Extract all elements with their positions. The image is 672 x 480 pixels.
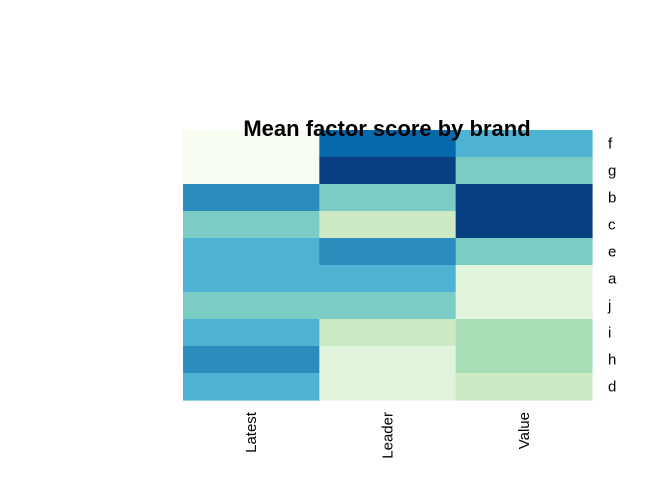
heatmap-cell-c-leader (319, 211, 457, 239)
heatmap-cell-b-latest (183, 184, 320, 212)
row-label-j: j (607, 298, 611, 315)
heatmap-cell-i-value (455, 319, 593, 347)
row-label-f: f (608, 136, 613, 153)
chart-title: Mean factor score by brand (243, 116, 530, 141)
heatmap-cell-i-latest (183, 319, 320, 347)
column-labels: Latest Leader Value (243, 411, 533, 459)
heatmap-cell-a-value (455, 265, 593, 293)
heatmap-cell-g-value (455, 157, 593, 185)
heatmap-cell-i-leader (319, 319, 457, 347)
heatmap-cell-d-value (455, 373, 593, 401)
row-label-b: b (608, 190, 616, 207)
heatmap-cell-d-leader (319, 373, 457, 401)
heatmap-cell-e-value (455, 238, 593, 266)
row-label-i: i (608, 325, 611, 342)
heatmap-cell-f-latest (183, 130, 320, 158)
column-label-latest: Latest (243, 411, 260, 453)
heatmap-cell-a-leader (319, 265, 457, 293)
row-label-e: e (608, 244, 616, 261)
heatmap-cells (183, 130, 593, 401)
row-label-h: h (608, 352, 616, 369)
heatmap-cell-f-value (455, 130, 593, 158)
heatmap-cell-c-value (455, 211, 593, 239)
heatmap-cell-j-leader (319, 292, 457, 320)
heatmap-cell-d-latest (183, 373, 320, 401)
row-label-a: a (608, 271, 617, 288)
heatmap-cell-h-leader (319, 346, 457, 374)
heatmap-cell-j-value (455, 292, 593, 320)
heatmap-cell-a-latest (183, 265, 320, 293)
column-label-value: Value (516, 412, 533, 449)
heatmap-cell-b-value (455, 184, 593, 212)
heatmap-cell-g-leader (319, 157, 457, 185)
heatmap-cell-c-latest (183, 211, 320, 239)
heatmap-cell-e-leader (319, 238, 457, 266)
heatmap-cell-e-latest (183, 238, 320, 266)
heatmap-cell-b-leader (319, 184, 457, 212)
heatmap-cell-h-value (455, 346, 593, 374)
row-label-d: d (608, 379, 616, 396)
row-label-g: g (608, 163, 616, 180)
heatmap-cell-f-leader (319, 130, 457, 158)
heatmap-cell-j-latest (183, 292, 320, 320)
column-label-leader: Leader (380, 412, 397, 459)
row-label-c: c (608, 217, 616, 234)
heatmap-cell-g-latest (183, 157, 320, 185)
heatmap-cell-h-latest (183, 346, 320, 374)
